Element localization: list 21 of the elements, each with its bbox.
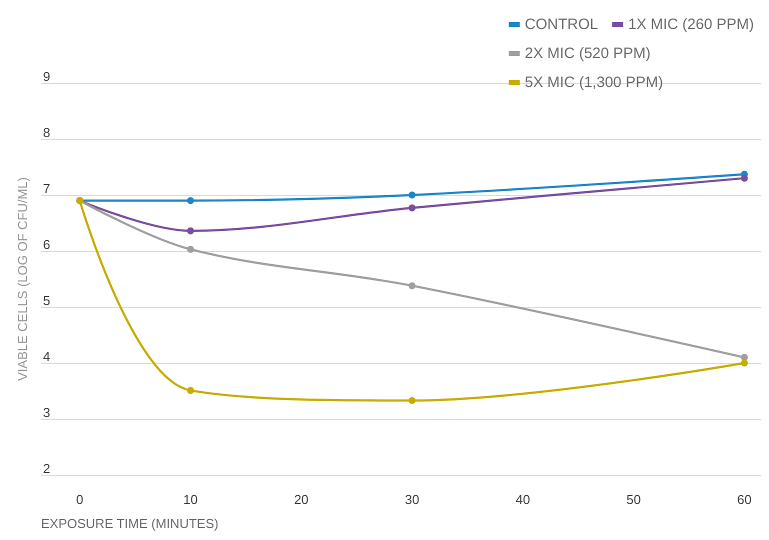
y-tick-label: 4 [43, 349, 50, 364]
legend-label: 2X MIC (520 PPM) [524, 45, 651, 62]
x-tick-label: 60 [737, 492, 752, 507]
legend-label: CONTROL [524, 16, 598, 33]
x-tick-label: 0 [76, 492, 84, 507]
y-tick-label: 3 [43, 405, 50, 420]
y-tick-label: 9 [43, 69, 50, 84]
y-tick-label: 7 [43, 181, 50, 196]
x-axis-title: EXPOSURE TIME (MINUTES) [41, 516, 218, 531]
y-axis-title: VIABLE CELLS (LOG OF CFU/ML) [15, 177, 30, 381]
x-tick-label: 50 [626, 492, 641, 507]
legend-label: 5X MIC (1,300 PPM) [524, 74, 664, 91]
x-tick-label: 10 [183, 492, 198, 507]
y-tick-label: 2 [43, 461, 50, 476]
y-tick-label: 5 [43, 293, 50, 308]
legend-label: 1X MIC (260 PPM) [628, 16, 754, 33]
x-tick-label: 30 [404, 492, 420, 507]
y-tick-label: 6 [43, 237, 50, 252]
x-tick-label: 40 [516, 492, 530, 507]
y-tick-label: 8 [43, 125, 50, 140]
x-tick-label: 20 [294, 492, 309, 507]
